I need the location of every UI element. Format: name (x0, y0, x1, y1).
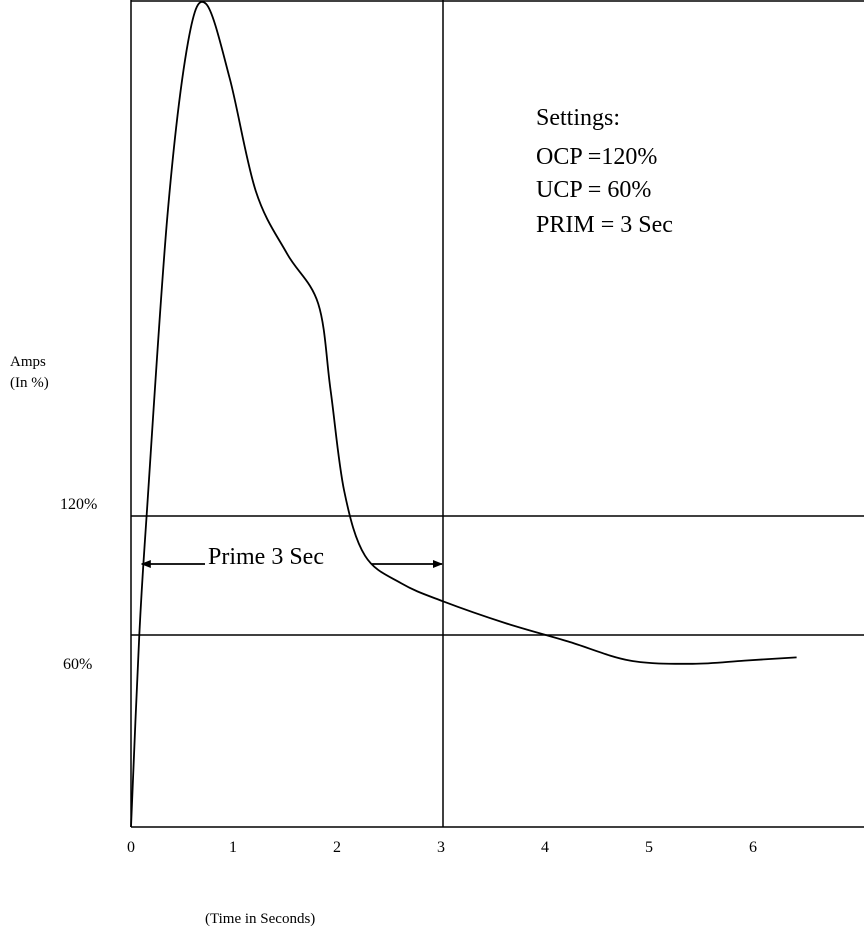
settings-annotation: Settings: OCP =120% UCP = 60% PRIM = 3 S… (536, 105, 673, 238)
settings-prim: PRIM = 3 Sec (536, 212, 673, 238)
settings-heading: Settings: (536, 105, 620, 131)
x-tick-label: 3 (437, 839, 445, 856)
x-tick-label: 0 (127, 839, 135, 856)
ucp-level-label: 60% (63, 656, 92, 673)
y-axis-label-line2: (In %) (10, 375, 49, 391)
current-series-line (130, 1, 797, 828)
y-axis-label-line1: Amps (10, 354, 46, 370)
ocp-level-label: 120% (60, 496, 97, 513)
x-tick-label: 2 (333, 839, 341, 856)
prime-label: Prime 3 Sec (208, 544, 324, 570)
x-tick-label: 1 (229, 839, 237, 856)
prime-annotation: Prime 3 Sec (140, 544, 443, 570)
x-tick-label: 4 (541, 839, 549, 856)
x-tick-label: 6 (749, 839, 757, 856)
x-tick-labels: 0 1 2 3 4 5 6 (127, 839, 757, 856)
x-axis-label: (Time in Seconds) (205, 911, 315, 927)
settings-ocp: OCP =120% (536, 144, 657, 170)
x-tick-label: 5 (645, 839, 653, 856)
settings-ucp: UCP = 60% (536, 177, 651, 203)
